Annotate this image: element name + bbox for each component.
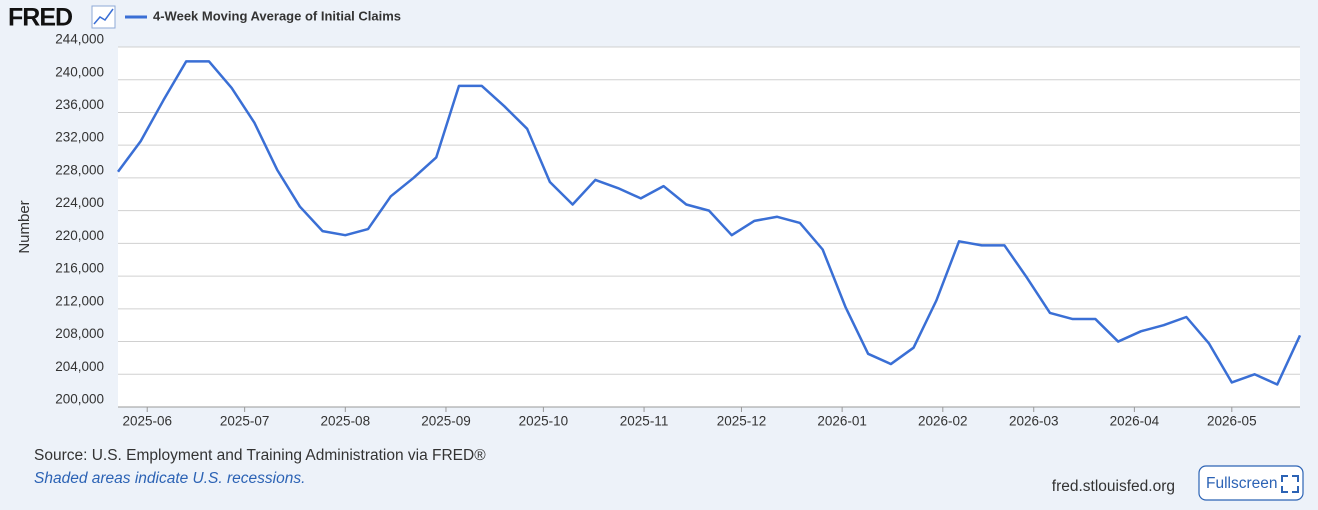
button-frame[interactable] (1198, 465, 1304, 501)
x-tick-label: 2025-06 (122, 414, 172, 429)
button-icon[interactable] (1281, 475, 1299, 493)
x-tick-label: 2025-10 (519, 414, 569, 429)
y-tick-label: 204,000 (55, 359, 104, 374)
plot-area (118, 47, 1300, 407)
x-tick-label: 2026-04 (1110, 414, 1160, 429)
y-tick-label: 228,000 (55, 162, 104, 177)
y-tick-label: 240,000 (55, 64, 104, 79)
x-tick-label: 2026-02 (918, 414, 968, 429)
x-tick-label: 2025-07 (220, 414, 270, 429)
source: Source: U.S. Employment and Training Adm… (34, 447, 486, 464)
x-tick-label: 2025-09 (421, 414, 471, 429)
x-tick-label: 2025-08 (321, 414, 371, 429)
logo: FRED (8, 4, 72, 32)
x-tick-label: 2026-03 (1009, 414, 1059, 429)
fullscreen-button[interactable]: Fullscreen (1198, 465, 1304, 501)
x-tick-label: 2025-11 (620, 414, 669, 429)
y-tick-label: 236,000 (55, 97, 104, 112)
legend-label: 4-Week Moving Average of Initial Claims (153, 8, 401, 23)
y-tick-label: 244,000 (55, 32, 104, 47)
y-tick-label: 200,000 (55, 392, 104, 407)
data-line (116, 60, 1302, 386)
y-tick-label: 212,000 (55, 293, 104, 308)
y-tick-label: 208,000 (55, 326, 104, 341)
y-axis-label: Number (16, 200, 33, 253)
button-label[interactable]: Fullscreen (1206, 475, 1278, 492)
y-tick-label: 232,000 (55, 130, 104, 145)
note: Shaded areas indicate U.S. recessions. (34, 470, 305, 487)
y-tick-label: 216,000 (55, 261, 104, 276)
x-tick-label: 2025-12 (717, 414, 767, 429)
logo-icon (91, 5, 116, 29)
site-link: fred.stlouisfed.org (1052, 478, 1175, 495)
x-tick-label: 2026-05 (1207, 414, 1257, 429)
y-tick-label: 220,000 (55, 228, 104, 243)
x-tick-label: 2026-01 (817, 414, 867, 429)
y-tick-label: 224,000 (55, 195, 104, 210)
